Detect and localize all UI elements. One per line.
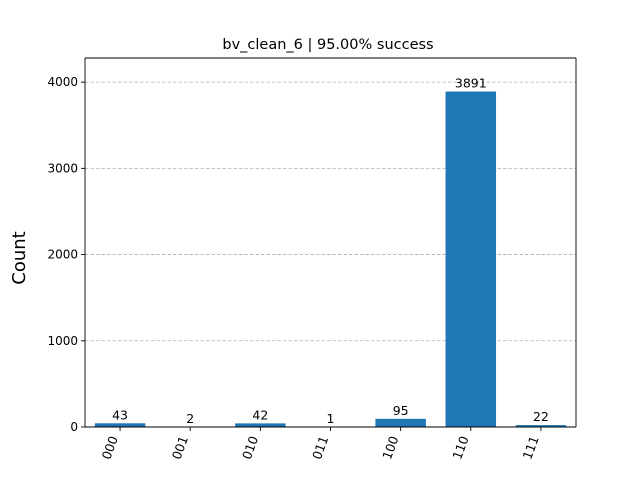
data-label-010: 42: [252, 407, 268, 422]
chart-title: bv_clean_6 | 95.00% success: [222, 37, 433, 53]
bar-111: [515, 425, 567, 427]
data-label-100: 95: [393, 403, 409, 418]
y-axis-label: Count: [9, 231, 30, 284]
bars: [94, 91, 567, 427]
y-tick-label-3000: 3000: [47, 161, 78, 175]
y-tick-label-0: 0: [70, 420, 78, 434]
data-label-111: 22: [533, 409, 549, 424]
data-labels: 43 2 42 1 95 3891 22: [112, 76, 549, 426]
y-tick-label-2000: 2000: [47, 248, 78, 262]
bar-100: [375, 418, 426, 427]
data-label-011: 1: [327, 411, 335, 426]
bar-000: [94, 423, 146, 427]
y-ticks: 0 1000 2000 3000 4000: [47, 75, 85, 434]
bar-010: [235, 423, 286, 427]
y-tick-label-4000: 4000: [47, 75, 78, 89]
y-tick-label-1000: 1000: [47, 334, 78, 348]
data-label-001: 2: [186, 411, 194, 426]
data-label-110: 3891: [455, 76, 487, 91]
bar-110: [445, 91, 497, 427]
data-label-000: 43: [112, 407, 128, 422]
